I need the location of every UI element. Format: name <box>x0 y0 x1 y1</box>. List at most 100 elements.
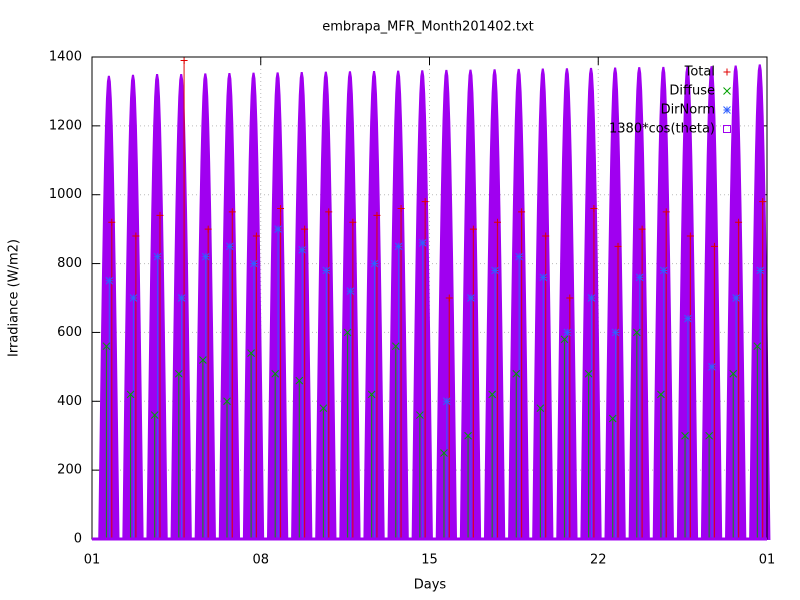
y-tick-label: 800 <box>57 256 82 271</box>
marker <box>632 328 641 337</box>
daily-envelope <box>676 66 699 540</box>
marker <box>343 328 352 337</box>
marker <box>174 369 183 378</box>
marker <box>542 232 550 240</box>
marker <box>416 411 424 419</box>
marker <box>394 242 403 251</box>
marker <box>325 208 333 216</box>
marker <box>662 208 670 216</box>
marker <box>418 239 427 247</box>
marker <box>201 252 210 261</box>
marker <box>587 294 596 302</box>
marker <box>584 369 593 378</box>
legend-marker <box>723 125 731 133</box>
marker <box>491 266 499 275</box>
marker <box>440 449 448 457</box>
marker <box>277 204 285 212</box>
marker <box>346 287 355 295</box>
marker <box>469 225 477 233</box>
marker <box>271 369 280 378</box>
marker <box>659 266 668 275</box>
marker <box>686 232 694 240</box>
marker <box>635 273 644 282</box>
y-tick-label: 600 <box>57 325 82 340</box>
marker <box>226 242 234 251</box>
marker <box>319 404 328 413</box>
marker <box>126 390 135 399</box>
marker <box>102 342 111 351</box>
marker <box>512 369 521 378</box>
marker <box>710 242 718 250</box>
y-tick-label: 0 <box>74 532 82 547</box>
marker <box>153 252 162 261</box>
marker <box>349 218 357 226</box>
marker <box>515 252 524 261</box>
legend-marker <box>723 87 731 95</box>
legend-marker <box>723 68 731 76</box>
y-axis-label: Irradiance (W/m2) <box>7 239 22 357</box>
marker <box>228 208 236 216</box>
y-tick-label: 1400 <box>49 50 82 65</box>
marker <box>488 390 497 399</box>
marker <box>590 204 598 212</box>
marker <box>566 294 574 302</box>
marker <box>464 431 472 440</box>
marker <box>563 328 572 337</box>
marker <box>298 245 307 254</box>
marker <box>250 259 258 268</box>
marker <box>729 369 738 378</box>
marker <box>204 225 212 233</box>
x-tick-label: 22 <box>590 553 607 568</box>
marker <box>539 273 548 282</box>
x-tick-label: 08 <box>252 553 269 568</box>
marker <box>708 363 716 371</box>
marker <box>247 349 255 357</box>
daily-envelope <box>556 68 578 540</box>
marker <box>732 294 740 302</box>
marker <box>493 218 501 226</box>
marker <box>199 356 207 364</box>
daily-envelope <box>700 66 723 540</box>
chart-title: embrapa_MFR_Month201402.txt <box>322 20 534 35</box>
marker <box>370 259 379 268</box>
legend-label: 1380*cos(theta) <box>609 122 715 137</box>
y-tick-label: 1200 <box>49 118 82 133</box>
legend-label: Diffuse <box>669 84 715 99</box>
legend-label: Total <box>684 65 715 80</box>
marker <box>611 328 620 337</box>
x-tick-label: 01 <box>759 553 776 568</box>
marker <box>132 232 140 240</box>
x-tick-label: 01 <box>84 553 101 568</box>
daily-envelope <box>435 69 458 540</box>
marker <box>150 411 159 419</box>
marker <box>156 211 164 219</box>
marker <box>223 397 231 406</box>
y-tick-label: 1000 <box>49 187 82 202</box>
marker <box>560 335 569 344</box>
legend-label: DirNorm <box>661 103 715 118</box>
marker <box>252 232 260 240</box>
marker <box>467 294 475 302</box>
marker <box>274 225 282 233</box>
marker <box>756 266 765 275</box>
marker <box>391 342 400 351</box>
y-tick-label: 200 <box>57 463 82 478</box>
marker <box>367 390 376 399</box>
legend-marker <box>723 106 731 114</box>
marker <box>681 431 689 440</box>
marker <box>397 204 405 212</box>
marker <box>421 198 429 206</box>
marker <box>177 294 186 302</box>
marker <box>445 294 453 302</box>
marker <box>301 225 309 233</box>
marker <box>608 414 617 423</box>
marker <box>684 314 692 323</box>
marker <box>614 242 622 250</box>
marker <box>129 294 138 302</box>
marker <box>295 376 304 385</box>
marker <box>518 208 526 216</box>
marker <box>443 397 451 406</box>
marker <box>105 276 114 285</box>
y-tick-label: 400 <box>57 394 82 409</box>
